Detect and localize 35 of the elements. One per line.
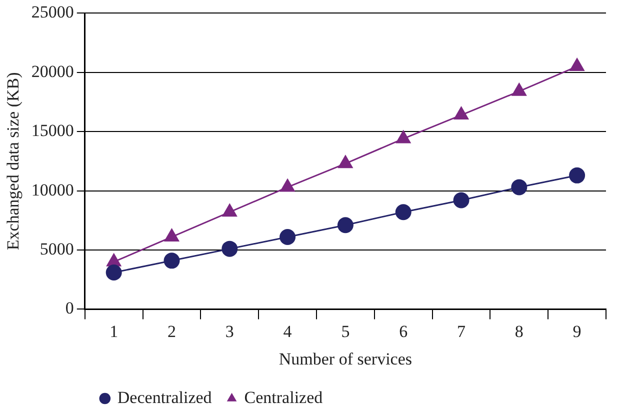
x-tick-label: 6	[399, 322, 408, 341]
x-tick-label: 5	[341, 322, 350, 341]
x-tick-label: 4	[283, 322, 292, 341]
point	[511, 179, 528, 196]
x-tick-label: 1	[110, 322, 118, 341]
x-tick-label: 8	[514, 322, 524, 341]
point	[569, 167, 586, 184]
y-tick-label: 5000	[40, 239, 74, 258]
y-axis-title: Exchanged data size (KB)	[4, 72, 23, 250]
y-tick-label: 25000	[31, 2, 74, 22]
point	[222, 203, 238, 217]
point	[164, 252, 180, 269]
point	[396, 130, 412, 144]
legend-label: Centralized	[244, 388, 324, 407]
point	[338, 154, 354, 168]
point	[569, 57, 585, 71]
point	[280, 178, 296, 192]
x-tick-label: 7	[457, 322, 466, 341]
y-tick-label: 0	[65, 298, 74, 318]
y-tick-label: 10000	[31, 180, 74, 200]
x-tick-label: 9	[572, 322, 582, 341]
x-tick-label: 3	[225, 322, 234, 341]
y-tick-label: 15000	[31, 121, 74, 140]
point	[453, 192, 470, 208]
point	[511, 82, 527, 96]
x-tick-label: 2	[168, 322, 176, 341]
point	[395, 204, 412, 220]
y-tick-label: 20000	[31, 62, 74, 81]
point	[280, 228, 296, 245]
point	[453, 106, 470, 120]
point	[106, 264, 122, 280]
point	[222, 240, 238, 257]
x-axis-title: Number of services	[278, 349, 412, 368]
legend-label: Decentralized	[117, 388, 212, 407]
point	[337, 217, 354, 234]
